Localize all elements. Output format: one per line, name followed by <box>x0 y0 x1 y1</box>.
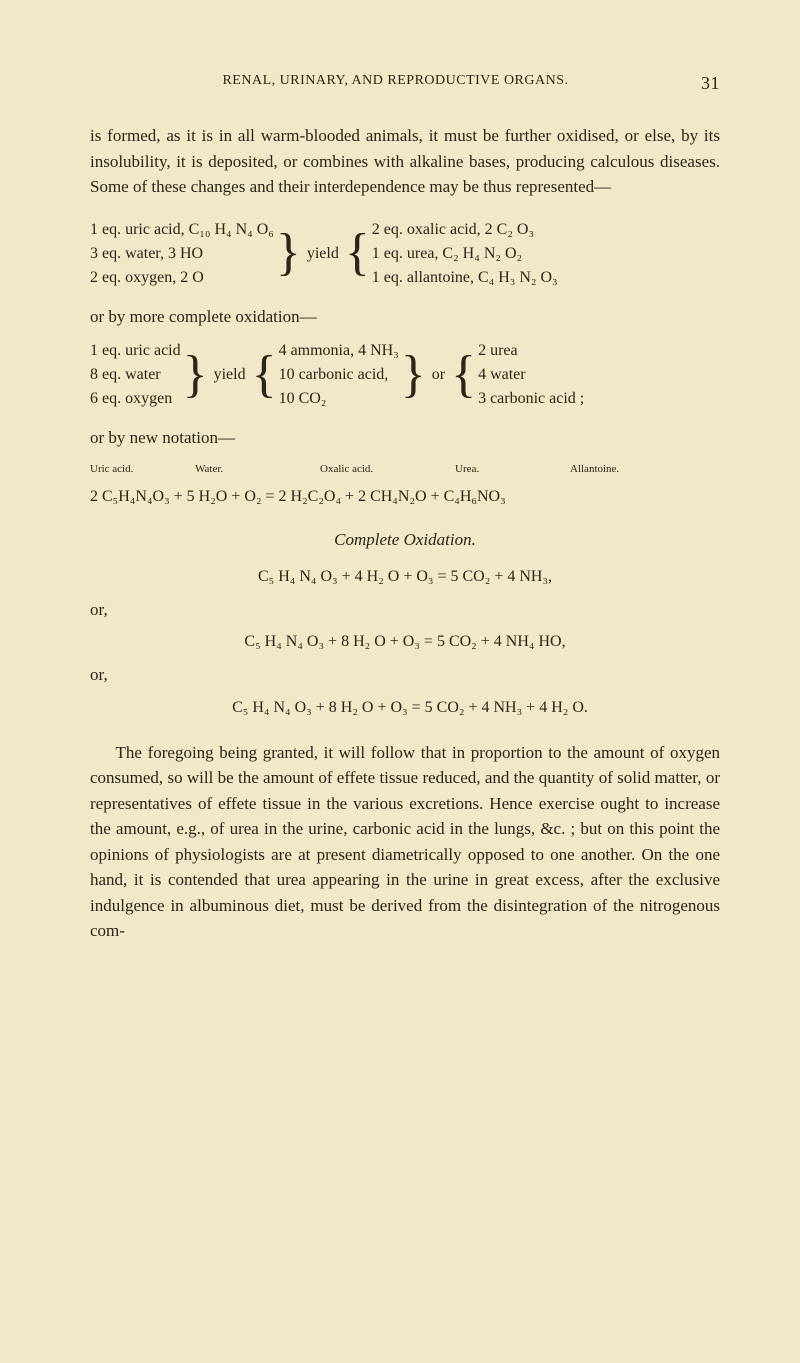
reaction-scheme-2: 1 eq. uric acid 8 eq. water 6 eq. oxygen… <box>90 339 720 411</box>
scheme1-right-col: 2 eq. oxalic acid, 2 C₂ O₃ 1 eq. urea, C… <box>372 218 558 290</box>
intro-paragraph: is formed, as it is in all warm-blooded … <box>90 123 720 200</box>
equation-1: C₅ H₄ N₄ O₃ + 4 H₂ O + O₃ = 5 CO₂ + 4 NH… <box>90 565 720 589</box>
equation-2: C₅ H₄ N₄ O₃ + 8 H₂ O + O₃ = 5 CO₂ + 4 NH… <box>90 630 720 654</box>
scheme1-right-0: 2 eq. oxalic acid, 2 C₂ O₃ <box>372 218 558 242</box>
page-number: 31 <box>701 70 720 97</box>
scheme2-right-0: 2 urea <box>478 339 584 363</box>
or-more-complete: or by more complete oxidation— <box>90 304 720 330</box>
label-allantoine: Allantoine. <box>570 461 619 478</box>
scheme2-mid-2: 10 CO₂ <box>279 387 399 411</box>
scheme2-left-1: 8 eq. water <box>90 363 181 387</box>
scheme1-verb: yield <box>307 242 339 266</box>
scheme2-verb2: or <box>432 363 445 387</box>
scheme2-right-1: 4 water <box>478 363 584 387</box>
brace-open-icon: { <box>252 352 277 399</box>
brace-close-icon: } <box>276 230 301 277</box>
label-urea: Urea. <box>455 461 570 478</box>
brace-open-icon: { <box>345 230 370 277</box>
brace-open-icon: { <box>451 352 476 399</box>
scheme1-left-0: 1 eq. uric acid, C₁₀ H₄ N₄ O₆ <box>90 218 274 242</box>
scheme2-left-2: 6 eq. oxygen <box>90 387 181 411</box>
equation-3: C₅ H₄ N₄ O₃ + 8 H₂ O + O₃ = 5 CO₂ + 4 NH… <box>90 696 720 720</box>
scheme2-left-0: 1 eq. uric acid <box>90 339 181 363</box>
running-title: RENAL, URINARY, AND REPRODUCTIVE ORGANS. <box>222 73 568 88</box>
label-water: Water. <box>195 461 320 478</box>
scheme2-right-col: 2 urea 4 water 3 carbonic acid ; <box>478 339 584 411</box>
label-oxalic: Oxalic acid. <box>320 461 455 478</box>
scheme1-left-1: 3 eq. water, 3 HO <box>90 242 274 266</box>
brace-close-icon: } <box>401 352 426 399</box>
or-1: or, <box>90 597 720 623</box>
scheme2-verb1: yield <box>214 363 246 387</box>
scheme1-left-2: 2 eq. oxygen, 2 O <box>90 266 274 290</box>
reaction-scheme-1: 1 eq. uric acid, C₁₀ H₄ N₄ O₆ 3 eq. wate… <box>90 218 720 290</box>
or-new-notation: or by new notation— <box>90 425 720 451</box>
closing-paragraph: The foregoing being granted, it will fol… <box>90 740 720 944</box>
scheme1-left-col: 1 eq. uric acid, C₁₀ H₄ N₄ O₆ 3 eq. wate… <box>90 218 274 290</box>
scheme2-mid-col: 4 ammonia, 4 NH₃ 10 carbonic acid, 10 CO… <box>279 339 399 411</box>
equation-term-labels: Uric acid. Water. Oxalic acid. Urea. All… <box>90 461 720 478</box>
label-uric: Uric acid. <box>90 461 195 478</box>
scheme2-mid-1: 10 carbonic acid, <box>279 363 399 387</box>
complete-oxidation-heading: Complete Oxidation. <box>90 527 720 553</box>
scheme2-mid-0: 4 ammonia, 4 NH₃ <box>279 339 399 363</box>
scheme1-right-1: 1 eq. urea, C₂ H₄ N₂ O₂ <box>372 242 558 266</box>
page-header: RENAL, URINARY, AND REPRODUCTIVE ORGANS.… <box>90 70 720 97</box>
scheme1-right-2: 1 eq. allantoine, C₄ H₃ N₂ O₃ <box>372 266 558 290</box>
scheme2-left-col: 1 eq. uric acid 8 eq. water 6 eq. oxygen <box>90 339 181 411</box>
brace-close-icon: } <box>183 352 208 399</box>
scheme2-right-2: 3 carbonic acid ; <box>478 387 584 411</box>
equation-main: 2 C₅H₄N₄O₃ + 5 H₂O + O₂ = 2 H₂C₂O₄ + 2 C… <box>90 485 720 509</box>
or-2: or, <box>90 662 720 688</box>
